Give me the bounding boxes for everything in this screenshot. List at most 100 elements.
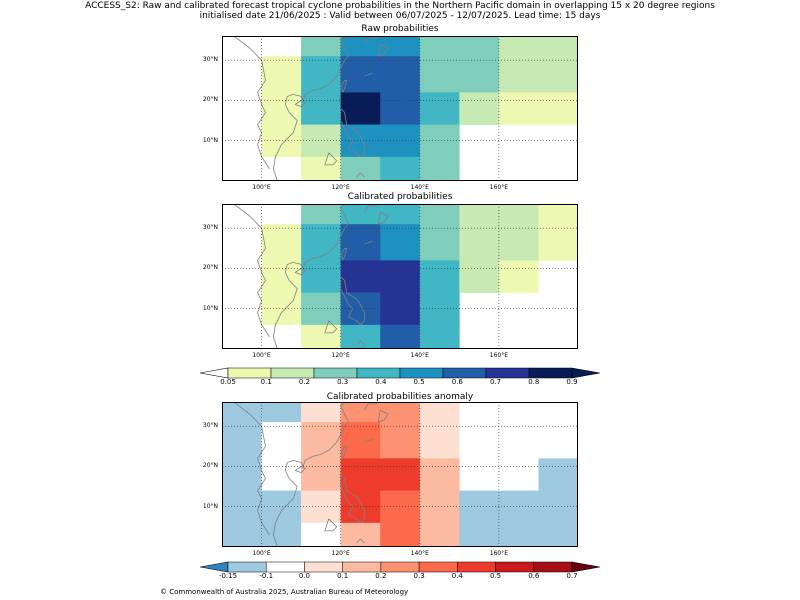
grid-cell	[380, 292, 421, 326]
grid-cell	[340, 224, 381, 261]
grid-cell	[538, 422, 578, 459]
grid-cell	[340, 324, 381, 349]
colorbar-segment	[495, 561, 535, 573]
coastline	[272, 36, 350, 181]
coastline	[294, 465, 306, 473]
colorbar-segment	[270, 367, 315, 379]
latitude-tick-label: 30°N	[202, 56, 218, 64]
colorbar-tick-label: -0.1	[259, 572, 274, 580]
coastline	[377, 409, 389, 423]
grid-cell	[419, 56, 460, 93]
grid-cell	[538, 522, 578, 547]
coastline	[377, 211, 389, 225]
coastline	[377, 43, 389, 57]
grid-cell	[261, 402, 302, 423]
longitude-tick-label: 100°E	[252, 550, 271, 557]
colorbar-tick-label: 0.3	[413, 572, 425, 580]
grid-cell	[340, 92, 381, 125]
longitude-tick-label: 160°E	[489, 352, 508, 359]
grid-cell	[222, 522, 262, 547]
map-frame	[222, 402, 578, 547]
colorbar-tick-label: 0.2	[375, 572, 387, 580]
grid-cell	[301, 402, 341, 423]
colorbar-tick-label: 0.3	[337, 378, 349, 386]
coastline	[294, 99, 306, 107]
map-calibrated	[222, 204, 578, 349]
grid-cell	[498, 56, 539, 93]
longitude-tick-label: 100°E	[252, 352, 271, 359]
colorbar-overflow-arrow	[571, 367, 601, 379]
colorbar-tick-label: 0.7	[566, 572, 578, 580]
coastline	[324, 152, 338, 166]
latitude-tick-label: 30°N	[202, 224, 218, 232]
longitude-tick-label: 160°E	[489, 184, 508, 191]
colorbar-tick-label: 0.5	[489, 572, 502, 580]
grid-cell	[419, 36, 460, 57]
grid-cell	[380, 124, 421, 158]
grid-cell	[538, 402, 578, 423]
map-frame	[222, 204, 578, 349]
grid-cell	[538, 92, 578, 125]
colorbar-segment	[227, 367, 272, 379]
grid-cell	[498, 92, 539, 125]
grid-cell	[301, 36, 341, 57]
grid-cell	[301, 260, 341, 293]
grid-cell	[498, 490, 539, 524]
grid-cell	[459, 36, 500, 57]
grid-cell	[380, 458, 421, 491]
grid-cell	[222, 402, 262, 423]
latitude-tick-label: 10°N	[202, 136, 218, 144]
grid-cell	[380, 422, 421, 459]
latitude-tick-label: 10°N	[202, 304, 218, 312]
grid-cell	[498, 224, 539, 261]
coastline	[324, 518, 338, 532]
grid-cell	[498, 458, 539, 491]
longitude-tick-label: 140°E	[410, 184, 429, 191]
grid-cell	[498, 204, 539, 225]
grid-cell	[301, 204, 341, 225]
grid-cell	[459, 204, 500, 225]
colorbar-tick-label: 0.8	[528, 378, 540, 386]
grid-cell	[538, 36, 578, 57]
coastline	[364, 72, 373, 77]
colorbar-segment	[313, 367, 358, 379]
panel-title-anomaly: Calibrated probabilities anomaly	[326, 392, 474, 402]
grid-cell	[380, 522, 421, 547]
grid-cell	[380, 36, 421, 57]
grid-cell	[380, 402, 421, 423]
grid-cell	[538, 204, 578, 225]
grid-cell	[419, 522, 460, 547]
grid-cell	[538, 224, 578, 261]
grid-cell	[459, 522, 500, 547]
grid-cell	[222, 458, 262, 491]
grid-cell	[380, 260, 421, 293]
colorbar-underflow-arrow	[199, 561, 229, 573]
grid-cell	[380, 56, 421, 93]
coastline	[364, 438, 373, 443]
grid-cell	[340, 36, 381, 57]
grid-cell	[419, 402, 460, 423]
grid-cell	[301, 422, 341, 459]
grid-cell	[498, 522, 539, 547]
colorbar-anomaly	[199, 558, 601, 573]
grid-cell	[340, 422, 381, 459]
grid-cell	[301, 522, 341, 547]
longitude-tick-label: 120°E	[331, 550, 350, 557]
copyright-footer: © Commonwealth of Australia 2025, Austra…	[160, 588, 409, 596]
coastline	[356, 172, 365, 178]
grid-cell	[380, 224, 421, 261]
grid-cell	[538, 458, 578, 491]
coastline	[340, 108, 365, 158]
coastline	[356, 340, 365, 346]
coastline	[341, 247, 348, 261]
colorbar-tick-label: 0.6	[451, 378, 463, 386]
grid-cell	[301, 92, 341, 125]
grid-cell	[459, 224, 500, 261]
colorbar-tick-label: 0.2	[298, 378, 310, 386]
grid-cell	[340, 402, 381, 423]
longitude-tick-label: 140°E	[410, 352, 429, 359]
latitude-tick-label: 10°N	[202, 502, 218, 510]
colorbar-tick-label: 0.1	[260, 378, 272, 386]
colorbar-segment	[442, 367, 487, 379]
coastline	[341, 79, 348, 93]
